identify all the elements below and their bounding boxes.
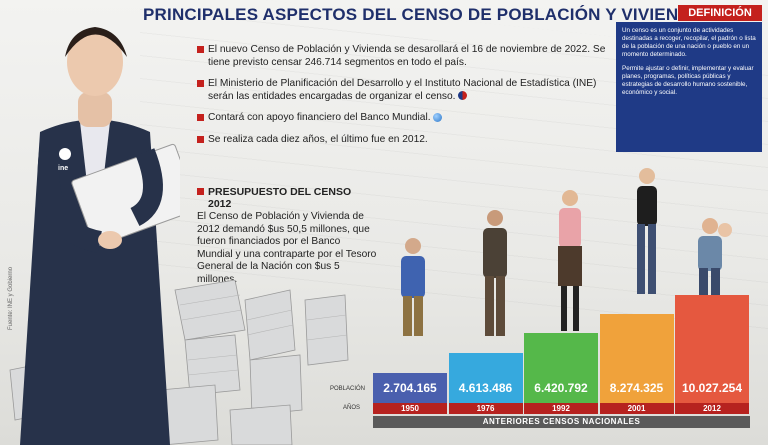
budget-text: El Censo de Población y Vivienda de 2012… — [197, 211, 377, 285]
year-label-2012: 2012 — [675, 403, 749, 414]
bar-value-label: 8.274.325 — [609, 381, 664, 395]
bullet-item: El nuevo Censo de Población y Vivienda s… — [197, 44, 617, 69]
bullet-square-icon — [197, 114, 204, 121]
bullet-text: Contará con apoyo financiero del Banco M… — [208, 112, 431, 123]
ine-logo-icon — [457, 91, 467, 101]
bullet-item: Contará con apoyo financiero del Banco M… — [197, 112, 617, 125]
bar-value-label: 4.613.486 — [458, 381, 513, 395]
bullet-square-icon — [197, 80, 204, 87]
census-officer-illustration: ine — [20, 27, 180, 445]
budget-section: PRESUPUESTO DEL CENSO 2012 El Censo de P… — [197, 186, 377, 286]
people-illustration — [401, 168, 732, 336]
chart-footer: ANTERIORES CENSOS NACIONALES — [373, 416, 750, 428]
ine-badge: ine — [58, 165, 68, 172]
year-label-1992: 1992 — [524, 403, 598, 414]
definition-text-1: Un censo es un conjunto de actividades d… — [622, 27, 756, 58]
bullet-item: El Ministerio de Planificación del Desar… — [197, 78, 617, 103]
bar-2001: 8.274.325 — [599, 313, 674, 403]
bar-2012: 10.027.254 — [675, 295, 749, 403]
bullet-item: Se realiza cada diez años, el último fue… — [197, 134, 617, 147]
bar-1976: 4.613.486 — [448, 352, 523, 403]
source-note: Fuente: INE y Gobierno — [8, 266, 14, 330]
world-bank-globe-icon — [432, 112, 442, 122]
definition-tag: DEFINICIÓN — [678, 5, 762, 21]
bullet-text: Se realiza cada diez años, el último fue… — [208, 133, 428, 145]
bullet-list: El nuevo Censo de Población y Vivienda s… — [197, 44, 617, 155]
bar-value-label: 6.420.792 — [534, 381, 588, 395]
page-title: PRINCIPALES ASPECTOS DEL CENSO DE POBLAC… — [143, 5, 704, 24]
bullet-text: El Ministerio de Planificación del Desar… — [208, 78, 597, 102]
bullet-text: El nuevo Censo de Población y Vivienda s… — [208, 44, 606, 68]
year-label-1976: 1976 — [448, 403, 523, 414]
bar-1992: 6.420.792 — [524, 333, 598, 403]
year-label-1950: 1950 — [373, 403, 447, 414]
census-bar-chart: 2.704.165 4.613.486 6.420.792 8.274.325 10.0… — [370, 293, 750, 403]
year-label-2001: 2001 — [599, 403, 674, 414]
population-label: POBLACIÓN — [330, 386, 366, 392]
bar-value-label: 10.027.254 — [681, 381, 743, 395]
years-label: AÑOS — [343, 405, 361, 411]
definition-text-2: Permite ajustar o definir, implementar y… — [622, 65, 754, 96]
bar-1950: 2.704.165 — [373, 373, 447, 403]
budget-heading: PRESUPUESTO DEL CENSO 2012 — [197, 186, 377, 210]
bar-value-label: 2.704.165 — [383, 381, 437, 395]
bullet-square-icon — [197, 46, 204, 53]
bullet-square-icon — [197, 135, 204, 143]
definition-box: Un censo es un conjunto de actividades d… — [616, 22, 762, 152]
years-row: 1950 1976 1992 2001 2012 — [373, 403, 750, 414]
bullet-square-icon — [197, 188, 204, 195]
